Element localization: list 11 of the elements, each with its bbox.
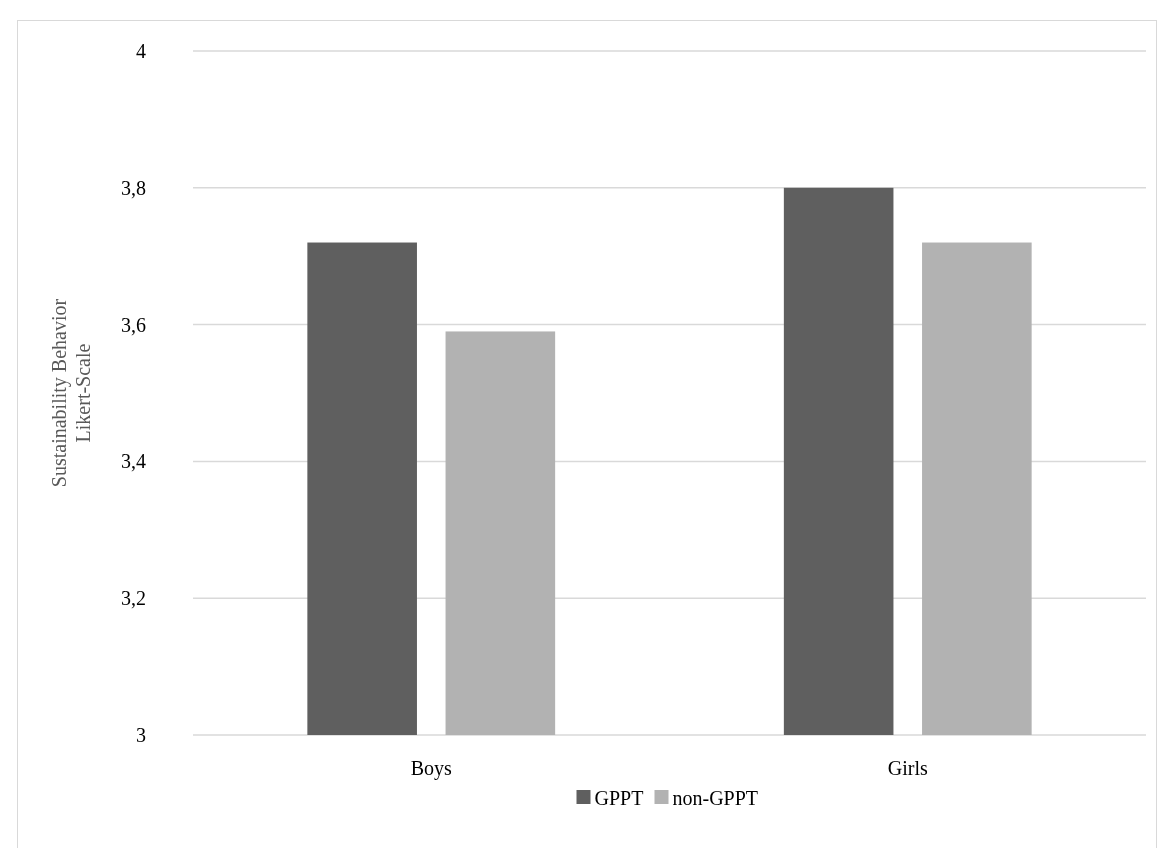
x-tick-label: Girls [887, 757, 928, 779]
y-tick-label: 3,6 [121, 313, 146, 336]
y-tick-label: 4 [136, 40, 146, 62]
y-axis-title: Sustainability Behavior Likert-Scale [48, 298, 94, 488]
x-tick-label: Boys [410, 757, 453, 780]
legend-label: GPPT [594, 787, 644, 809]
y-tick-label: 3,2 [121, 587, 146, 610]
legend-label: non-GPPT [672, 787, 759, 809]
y-tick-label: 3,4 [121, 450, 146, 473]
y-tick-label: 3,8 [121, 176, 146, 199]
y-tick-label: 3 [136, 724, 146, 746]
